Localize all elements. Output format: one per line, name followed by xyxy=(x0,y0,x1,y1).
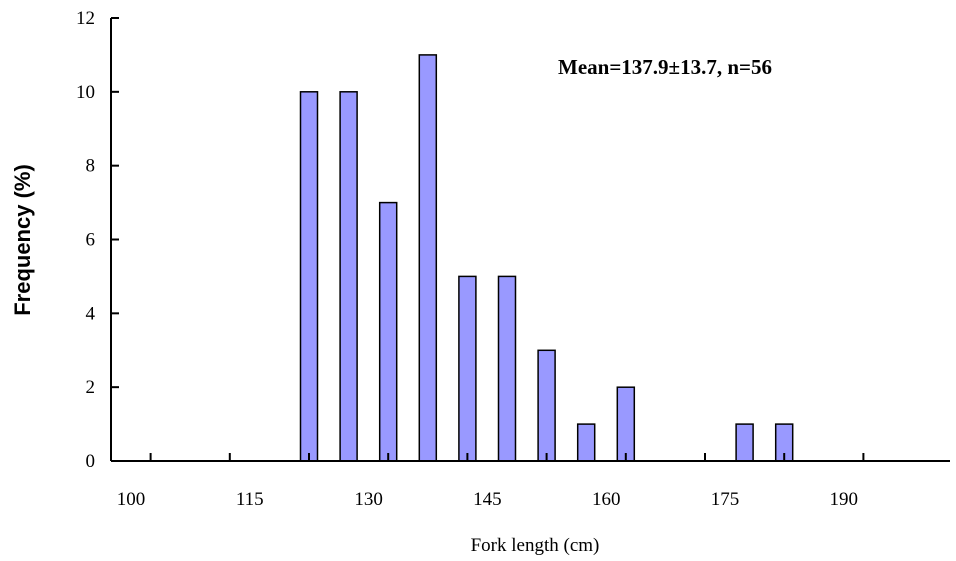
x-tick-label: 190 xyxy=(830,489,859,510)
x-tick-label: 130 xyxy=(354,489,383,510)
x-tick-label: 115 xyxy=(236,489,264,510)
bar-160 xyxy=(576,423,596,462)
bar-140 xyxy=(418,54,438,462)
x-ticks-group: 100 115 130 145 160 175 190 xyxy=(117,453,865,510)
bar-135 xyxy=(378,201,398,462)
bar-125 xyxy=(299,91,319,462)
y-tick-label: 12 xyxy=(76,8,95,29)
y-tick-label: 6 xyxy=(86,230,96,251)
y-tick-label: 8 xyxy=(86,156,96,177)
x-tick-label: 145 xyxy=(473,489,502,510)
y-tick-label: 2 xyxy=(86,377,96,398)
bar-180 xyxy=(735,423,754,462)
x-tick-label: 100 xyxy=(117,489,146,510)
x-tick-label: 175 xyxy=(711,489,740,510)
y-tick-label: 0 xyxy=(86,451,96,472)
y-axis-title: Frequency (%) xyxy=(10,164,35,316)
bar-145 xyxy=(458,275,477,462)
x-axis-title: Fork length (cm) xyxy=(471,535,600,556)
x-tick-label: 160 xyxy=(592,489,621,510)
mean-annotation: Mean=137.9±13.7, n=56 xyxy=(558,55,772,79)
y-ticks-group: 0 2 4 6 8 10 12 xyxy=(76,8,119,472)
bar-130 xyxy=(339,91,358,462)
bar-165 xyxy=(616,386,636,462)
y-tick-label: 10 xyxy=(76,82,95,103)
bar-150 xyxy=(497,275,517,462)
y-tick-label: 4 xyxy=(86,303,96,324)
bar-155 xyxy=(537,349,556,462)
bars-group xyxy=(299,54,794,462)
